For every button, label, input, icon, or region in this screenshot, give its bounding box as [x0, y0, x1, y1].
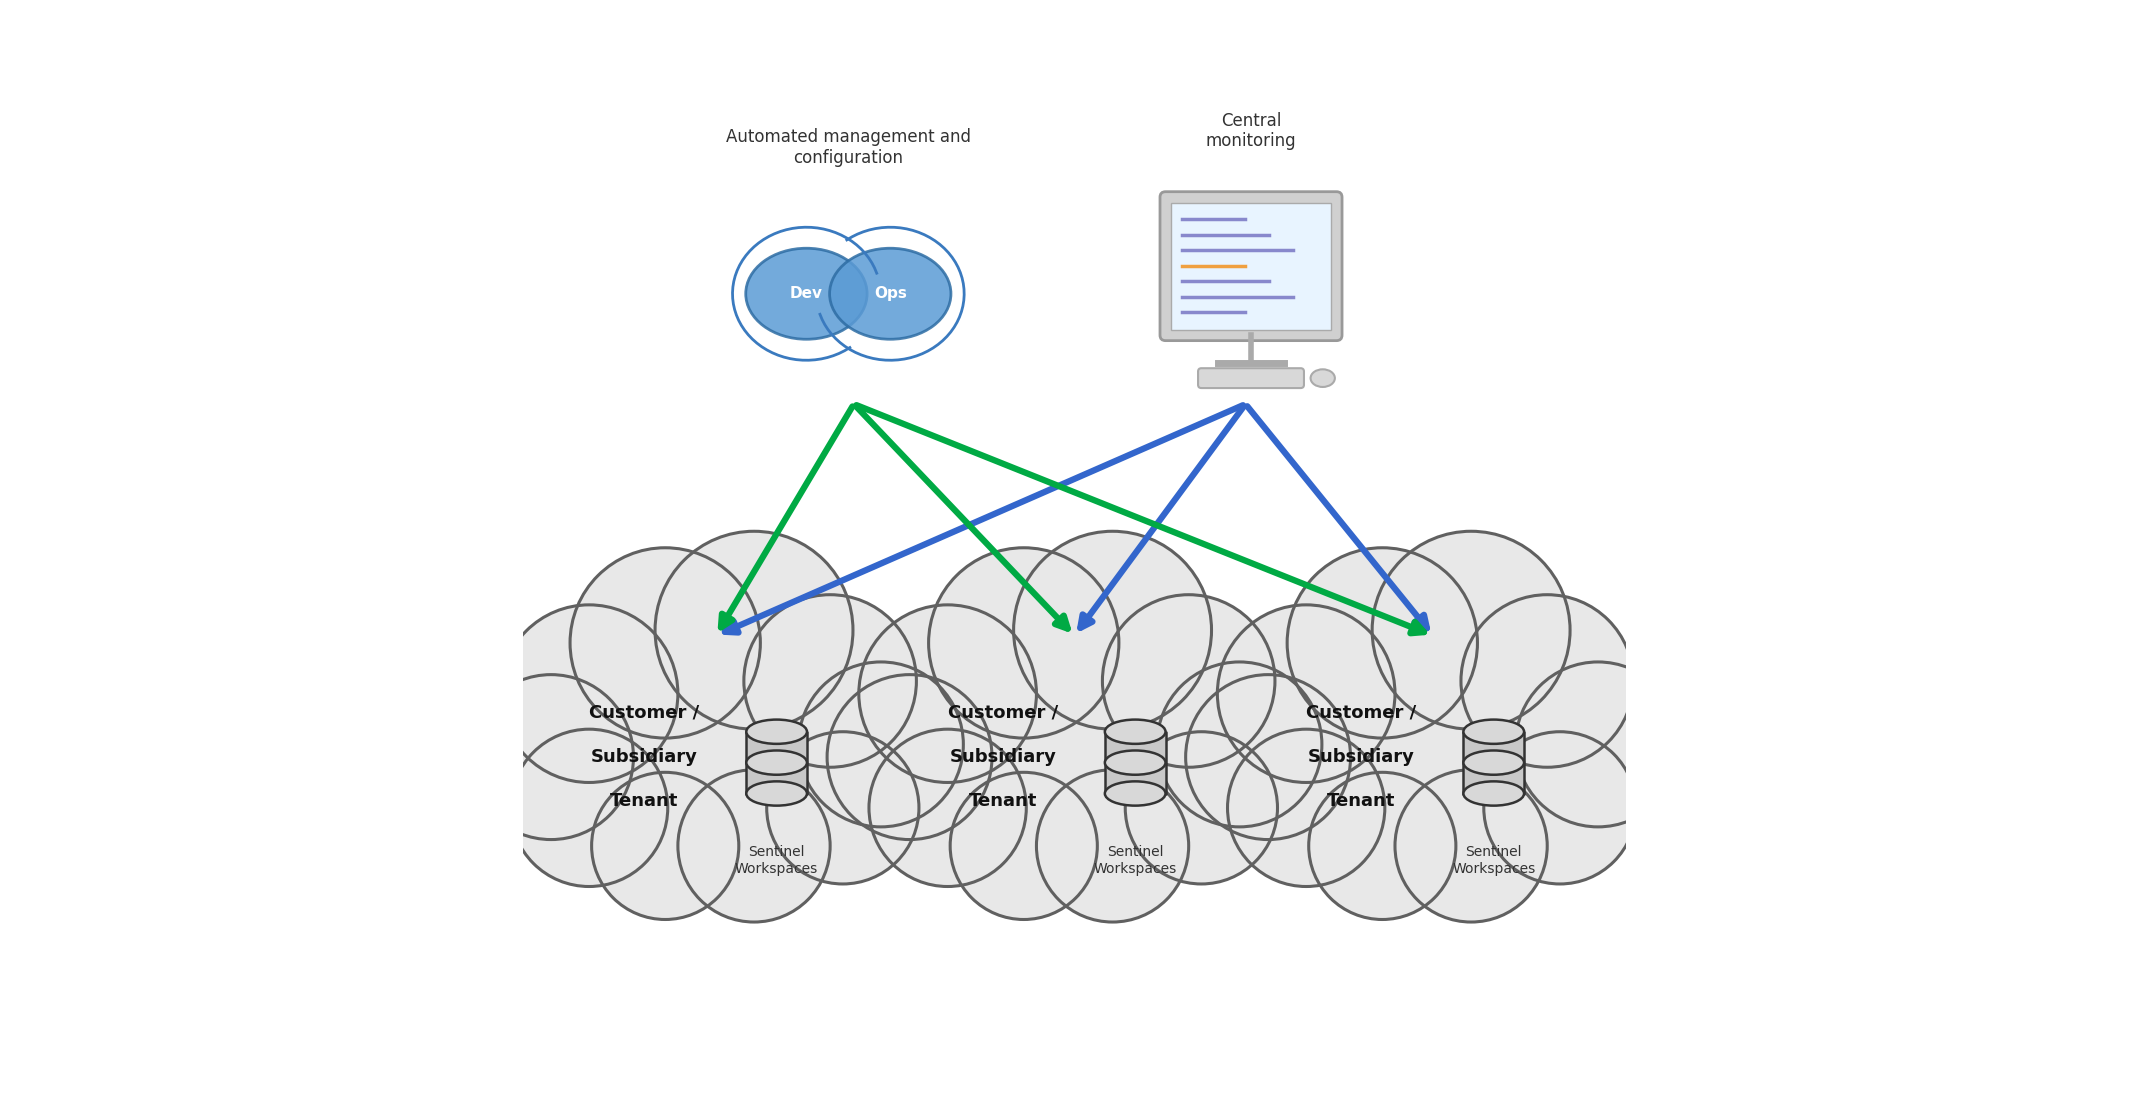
- Circle shape: [511, 729, 668, 887]
- Circle shape: [950, 772, 1098, 919]
- Bar: [1105, 732, 1165, 763]
- Circle shape: [827, 675, 993, 839]
- FancyBboxPatch shape: [1197, 368, 1304, 388]
- Ellipse shape: [1311, 369, 1335, 387]
- Ellipse shape: [1463, 781, 1524, 805]
- Circle shape: [1126, 732, 1277, 884]
- Circle shape: [677, 770, 830, 922]
- Ellipse shape: [746, 720, 808, 744]
- Circle shape: [1461, 595, 1633, 768]
- Text: Automated management and
configuration: Automated management and configuration: [726, 128, 971, 167]
- Ellipse shape: [830, 248, 952, 340]
- Text: Sentinel
Workspaces: Sentinel Workspaces: [735, 845, 819, 876]
- Bar: [1463, 732, 1524, 763]
- Circle shape: [1515, 662, 1681, 827]
- Text: Sentinel
Workspaces: Sentinel Workspaces: [1453, 845, 1534, 876]
- FancyBboxPatch shape: [1283, 670, 1584, 844]
- Circle shape: [468, 675, 634, 839]
- Circle shape: [1309, 772, 1455, 919]
- Circle shape: [1216, 605, 1395, 782]
- FancyBboxPatch shape: [1160, 191, 1341, 341]
- Circle shape: [569, 547, 761, 738]
- Text: Subsidiary: Subsidiary: [1309, 748, 1414, 766]
- Circle shape: [868, 729, 1027, 887]
- Ellipse shape: [746, 751, 808, 774]
- Text: Central
monitoring: Central monitoring: [1206, 112, 1296, 150]
- Circle shape: [860, 605, 1036, 782]
- Text: Tenant: Tenant: [1328, 792, 1395, 811]
- Text: Tenant: Tenant: [610, 792, 679, 811]
- Circle shape: [1156, 662, 1322, 827]
- Text: Customer /: Customer /: [948, 703, 1057, 722]
- Circle shape: [1395, 770, 1547, 922]
- Circle shape: [1227, 729, 1384, 887]
- Ellipse shape: [746, 248, 866, 340]
- FancyBboxPatch shape: [924, 670, 1225, 844]
- Text: Tenant: Tenant: [969, 792, 1038, 811]
- Circle shape: [1287, 547, 1479, 738]
- Text: Subsidiary: Subsidiary: [591, 748, 698, 766]
- Circle shape: [744, 595, 915, 768]
- Circle shape: [501, 605, 677, 782]
- Text: Sentinel
Workspaces: Sentinel Workspaces: [1094, 845, 1178, 876]
- FancyBboxPatch shape: [1171, 202, 1330, 330]
- Bar: [746, 732, 808, 763]
- Text: Customer /: Customer /: [589, 703, 698, 722]
- Ellipse shape: [1105, 720, 1165, 744]
- Text: Dev: Dev: [791, 286, 823, 301]
- Bar: [746, 763, 808, 793]
- FancyBboxPatch shape: [565, 670, 866, 844]
- Circle shape: [1483, 732, 1635, 884]
- Ellipse shape: [746, 781, 808, 805]
- Text: Customer /: Customer /: [1307, 703, 1416, 722]
- Circle shape: [1373, 531, 1571, 729]
- Ellipse shape: [1105, 751, 1165, 774]
- Circle shape: [1102, 595, 1274, 768]
- Circle shape: [591, 772, 739, 919]
- Circle shape: [1014, 531, 1212, 729]
- Circle shape: [1186, 675, 1350, 839]
- Circle shape: [799, 662, 963, 827]
- Ellipse shape: [1463, 751, 1524, 774]
- Circle shape: [928, 547, 1120, 738]
- Ellipse shape: [1463, 720, 1524, 744]
- Bar: [1105, 763, 1165, 793]
- Text: Subsidiary: Subsidiary: [950, 748, 1055, 766]
- Circle shape: [767, 732, 920, 884]
- Circle shape: [655, 531, 853, 729]
- Text: Ops: Ops: [875, 286, 907, 301]
- Bar: [1463, 763, 1524, 793]
- Circle shape: [1036, 770, 1188, 922]
- Ellipse shape: [1105, 781, 1165, 805]
